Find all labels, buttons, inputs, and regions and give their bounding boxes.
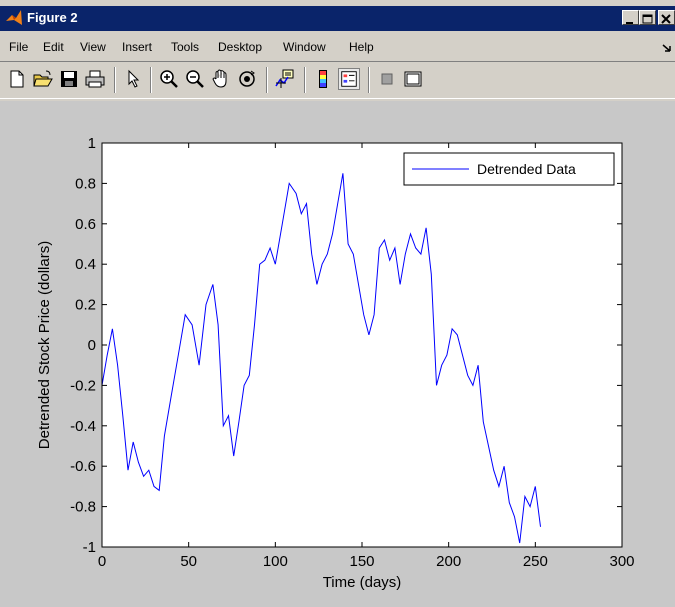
y-tick-label: 0.8	[75, 175, 96, 192]
pan-hand-icon[interactable]	[210, 68, 232, 90]
save-icon[interactable]	[58, 68, 80, 90]
data-cursor-icon[interactable]	[274, 68, 296, 90]
menu-edit[interactable]: Edit	[43, 40, 64, 54]
menu-desktop[interactable]: Desktop	[218, 40, 263, 54]
toolbar-separator	[368, 67, 370, 93]
menu-file[interactable]: File	[9, 40, 29, 54]
toolbar-separator	[266, 67, 268, 93]
menu-view[interactable]: View	[80, 40, 106, 54]
legend-entry: Detrended Data	[477, 161, 576, 177]
y-tick-label: -0.2	[70, 377, 96, 394]
hide-plot-tools-icon[interactable]	[376, 68, 398, 90]
y-tick-label: 1	[88, 135, 96, 152]
x-tick-label: 300	[609, 553, 634, 570]
toolbar-separator	[150, 67, 152, 93]
y-tick-label: 0.4	[75, 256, 96, 273]
maximize-icon	[642, 14, 653, 24]
detrended-data-line[interactable]	[101, 173, 541, 544]
insert-legend-icon[interactable]	[338, 68, 360, 90]
toolbar-separator	[304, 67, 306, 93]
legend[interactable]: Detrended Data	[403, 152, 615, 186]
x-tick-label: 200	[436, 553, 461, 570]
close-button[interactable]	[658, 10, 675, 25]
window-title: Figure 2	[27, 10, 78, 25]
menu-insert[interactable]: Insert	[122, 40, 153, 54]
y-tick-label: -0.4	[70, 418, 96, 435]
zoom-in-icon[interactable]	[158, 68, 180, 90]
edit-plot-pointer-icon[interactable]	[122, 68, 144, 90]
toolbar-separator	[114, 67, 116, 93]
figure-canvas: 0 50 100 150 200 250 300 -1 -0.8 -0.6 -0.4 -0.2 0 0.2…	[0, 101, 675, 607]
zoom-out-icon[interactable]	[184, 68, 206, 90]
y-tick-label: -1	[83, 539, 96, 556]
y-axis-label: Detrended Stock Price (dollars)	[36, 241, 53, 449]
x-tick-label: 250	[523, 553, 548, 570]
maximize-button[interactable]	[639, 10, 656, 25]
menu-help[interactable]: Help	[349, 40, 374, 54]
line-plot[interactable]: 0 50 100 150 200 250 300 -1 -0.8 -0.6 -0.4 -0.2 0 0.2…	[0, 101, 675, 607]
x-axis-label: Time (days)	[323, 574, 402, 591]
title-bar[interactable]: Figure 2	[0, 6, 675, 31]
x-tick-label: 50	[180, 553, 197, 570]
new-file-icon[interactable]	[6, 68, 28, 90]
y-tick-label: 0.6	[75, 216, 96, 233]
close-icon	[661, 14, 671, 24]
show-plot-tools-icon[interactable]	[402, 68, 424, 90]
insert-colorbar-icon[interactable]	[312, 68, 334, 90]
axes-background[interactable]	[102, 143, 622, 547]
toolbar	[0, 61, 675, 99]
minimize-icon	[626, 22, 633, 24]
y-tick-label: 0	[88, 337, 96, 354]
x-tick-label: 100	[263, 553, 288, 570]
rotate-3d-icon[interactable]	[236, 68, 258, 90]
menu-window[interactable]: Window	[283, 40, 326, 54]
menu-tools[interactable]: Tools	[171, 40, 200, 54]
print-icon[interactable]	[84, 68, 106, 90]
menu-dock-arrow-icon[interactable]	[662, 43, 674, 53]
open-folder-icon[interactable]	[32, 68, 54, 90]
x-tick-label: 0	[98, 553, 106, 570]
y-tick-label: 0.2	[75, 297, 96, 314]
y-tick-label: -0.6	[70, 458, 96, 475]
axes-frame	[101, 142, 623, 548]
y-tick-label: -0.8	[70, 499, 96, 516]
x-tick-label: 150	[349, 553, 374, 570]
matlab-logo-icon	[6, 10, 22, 25]
minimize-button[interactable]	[622, 10, 639, 25]
menu-bar: File Edit View Insert Tools Desktop Wind…	[0, 33, 675, 61]
